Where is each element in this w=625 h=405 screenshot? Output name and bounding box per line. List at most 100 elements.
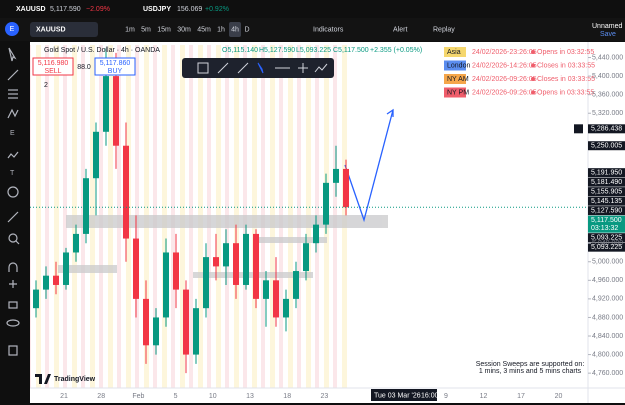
indicator-count[interactable]: 2 [44,82,48,89]
time-tick-label: 12 [480,393,488,400]
session-time: 24/02/2026-09:26:05 [472,76,537,83]
session-name: London [447,62,470,69]
session-status: Closes in 03:33:55 [537,76,595,83]
interval[interactable]: 15m [157,26,171,33]
price-label: 5,093.225 [591,244,622,251]
candle-body [313,224,319,244]
sell-price: 5,116.980 [38,60,69,67]
price-label: 5,286.438 [591,126,622,133]
price-tick-label: 4,880.000 [592,314,623,321]
symbol: XAUUSD [36,26,66,33]
price-tick-label: 5,400.000 [592,73,623,80]
sell-box[interactable] [32,57,74,76]
price-tick-label: 5,000.000 [592,259,623,266]
buy-box[interactable] [94,57,136,76]
candle-body [203,257,209,309]
legend-change: +2.355 (+0.05%) [370,47,422,54]
session-status: Opens in 03:32:55 [537,49,594,56]
time-tick-label: 20 [555,393,563,400]
drawing-toolbar[interactable] [182,58,334,78]
price-tick-label: 4,920.000 [592,296,623,303]
candle-body [103,76,109,132]
session-time: 24/02/2026-09:26:05 [472,89,537,96]
candle-body [63,252,69,285]
left-toolbar[interactable]: E T [6,47,20,356]
drawing-tools[interactable] [197,62,328,74]
price-tick-label: 4,960.000 [592,277,623,284]
add-alert-button[interactable] [574,124,583,134]
interval[interactable]: 1m [125,26,135,33]
candle-body [183,289,189,355]
avatar[interactable] [5,22,19,36]
ohlc-low: L5,093.225 [296,47,331,54]
time-tick-label: 28 [97,393,105,400]
time-tick-label: 21 [60,393,68,400]
session-tag [444,60,466,71]
price-label-box [588,168,625,178]
candle-body [233,243,239,285]
price-label-box [588,124,625,134]
candle-body [163,252,169,318]
save[interactable]: Save [600,31,616,38]
toolbar-bg [0,18,625,41]
session-time: 24/02/2026-14:26:05 [472,62,537,69]
session-name: NY AM [447,76,469,83]
sell-label: SELL [44,68,61,75]
price-label: 5,093.225 [591,235,622,242]
price-label: 5,127.590 [591,208,622,215]
drawn-path[interactable] [344,109,394,223]
session-time: 24/02/2026-23:26:05 [472,49,537,56]
symbol-search[interactable] [30,22,98,37]
indicators[interactable]: Indicators [313,26,344,33]
footnote: Session Sweeps are supported on: [476,361,585,368]
candle-body [263,280,269,299]
replay[interactable]: Replay [433,26,455,33]
crosshair-time-box [371,389,437,401]
price-label-box [588,242,625,252]
interval[interactable]: D [244,26,249,33]
interval[interactable]: 5m [141,26,151,33]
time-tick-label: 5 [174,393,178,400]
footnote: 1 mins, 3 mins and 5 mins charts [479,368,582,375]
session-status: Closes in 03:33:55 [537,62,595,69]
interval[interactable]: 1h [217,26,225,33]
logo: TradingView [54,376,96,383]
candle-body [123,145,129,239]
svg-text:E: E [10,130,15,137]
candle-body [53,275,59,285]
session-status: Opens in 03:33:55 [537,89,594,96]
spread: 88.0 [77,64,91,71]
interval[interactable]: 30m [177,26,191,33]
session-dot [531,77,535,81]
price-label: 5,191.950 [591,170,622,177]
buy-price: 5,117.860 [100,60,131,67]
alert[interactable]: Alert [393,26,407,33]
price-label-box [588,215,625,233]
interval[interactable]: 45m [197,26,211,33]
candle-body [153,317,159,346]
price-label-box [588,187,625,197]
session-tag [444,87,466,98]
price-label-box [588,141,625,151]
tab-symbol[interactable]: USDJPY [143,6,171,13]
candle-body [253,233,259,299]
ohlc-high: H5,127.590 [259,47,295,54]
legend-title: Gold Spot / U.S. Dollar · 4h · OANDA [44,47,160,54]
session-name: NY PM [447,89,469,96]
price-tick-label: 4,840.000 [592,333,623,340]
price-label: 5,117.500 [591,217,622,224]
active-interval [229,22,241,37]
candle-body [173,252,179,290]
logo-mark [35,374,51,384]
price-label-box [588,196,625,206]
interval[interactable]: 4h [231,26,239,33]
price-tick-label: 5,040.000 [592,240,623,247]
candle-body [143,298,149,346]
time-tick-label: 13 [246,393,254,400]
tab-symbol[interactable]: XAUUSD [16,6,46,13]
crosshair-time: Tue 03 Mar '26 [374,392,421,399]
candle-body [283,298,289,318]
candle-body [33,289,39,309]
time-tick-label: Feb [132,393,144,400]
layout-name: Unnamed [592,23,622,30]
